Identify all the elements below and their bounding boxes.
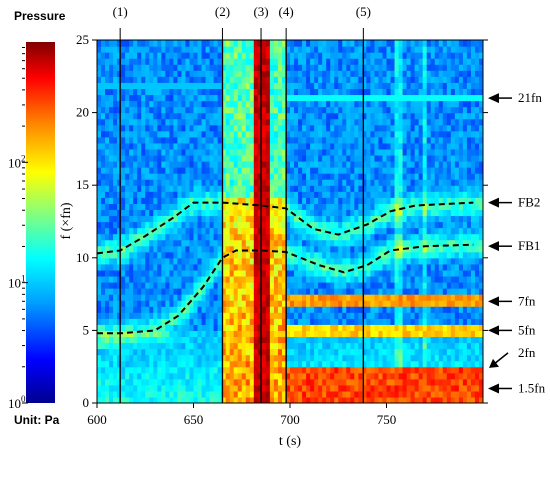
- freq-label-2fn: 2fn: [489, 345, 536, 368]
- colorbar-tick-label-10: 101: [8, 274, 26, 291]
- colorbar-title: Pressure: [14, 9, 66, 23]
- y-axis: 0 5 10 15 20 25: [76, 32, 488, 410]
- heatmap-cells: [97, 40, 483, 403]
- x-axis: 600 650 700 750: [87, 403, 396, 427]
- colorbar-unit-label: Unit: Pa: [14, 413, 60, 427]
- freq-label-fb1: FB1: [488, 238, 540, 253]
- colorbar-tick-label-1: 100: [8, 394, 26, 411]
- stage-label-2: (2): [215, 4, 230, 19]
- y-tick-label-25: 25: [76, 32, 89, 47]
- dashed-curves: [97, 201, 474, 335]
- stage-label-1: (1): [113, 4, 128, 19]
- stage-marker-labels: (1) (2) (3) (4) (5): [113, 4, 371, 40]
- y-tick-label-5: 5: [83, 322, 90, 337]
- stage-marker-lines: [119, 40, 365, 403]
- stage-label-4: (4): [279, 4, 294, 19]
- x-tick-label-750: 750: [377, 412, 397, 427]
- colorbar: [26, 42, 55, 403]
- x-tick-label-600: 600: [87, 412, 107, 427]
- y-axis-label: f (×fn): [59, 202, 74, 239]
- colorbar-tick-label-100: 102: [8, 153, 26, 170]
- frequency-labels: 21fn FB2 FB1 7fn 5fn 2fn 1.5fn: [488, 90, 546, 395]
- colorbar-ticks: 100 101 102: [8, 47, 28, 411]
- freq-label-fb2: FB2: [488, 195, 540, 210]
- y-tick-label-15: 15: [76, 177, 89, 192]
- freq-label-7fn: 7fn: [488, 293, 536, 308]
- x-tick-label-650: 650: [184, 412, 204, 427]
- freq-label-5fn: 5fn: [488, 322, 536, 337]
- dashed-curve-1: [97, 201, 474, 255]
- y-tick-label-0: 0: [83, 395, 90, 410]
- stage-label-3: (3): [253, 4, 268, 19]
- y-tick-label-20: 20: [76, 105, 89, 120]
- freq-label-21fn: 21fn: [488, 90, 542, 105]
- x-axis-label: t (s): [279, 434, 302, 449]
- y-tick-label-10: 10: [76, 250, 89, 265]
- x-tick-label-700: 700: [280, 412, 300, 427]
- stage-label-5: (5): [356, 4, 371, 19]
- freq-label-1-5fn: 1.5fn: [488, 380, 546, 395]
